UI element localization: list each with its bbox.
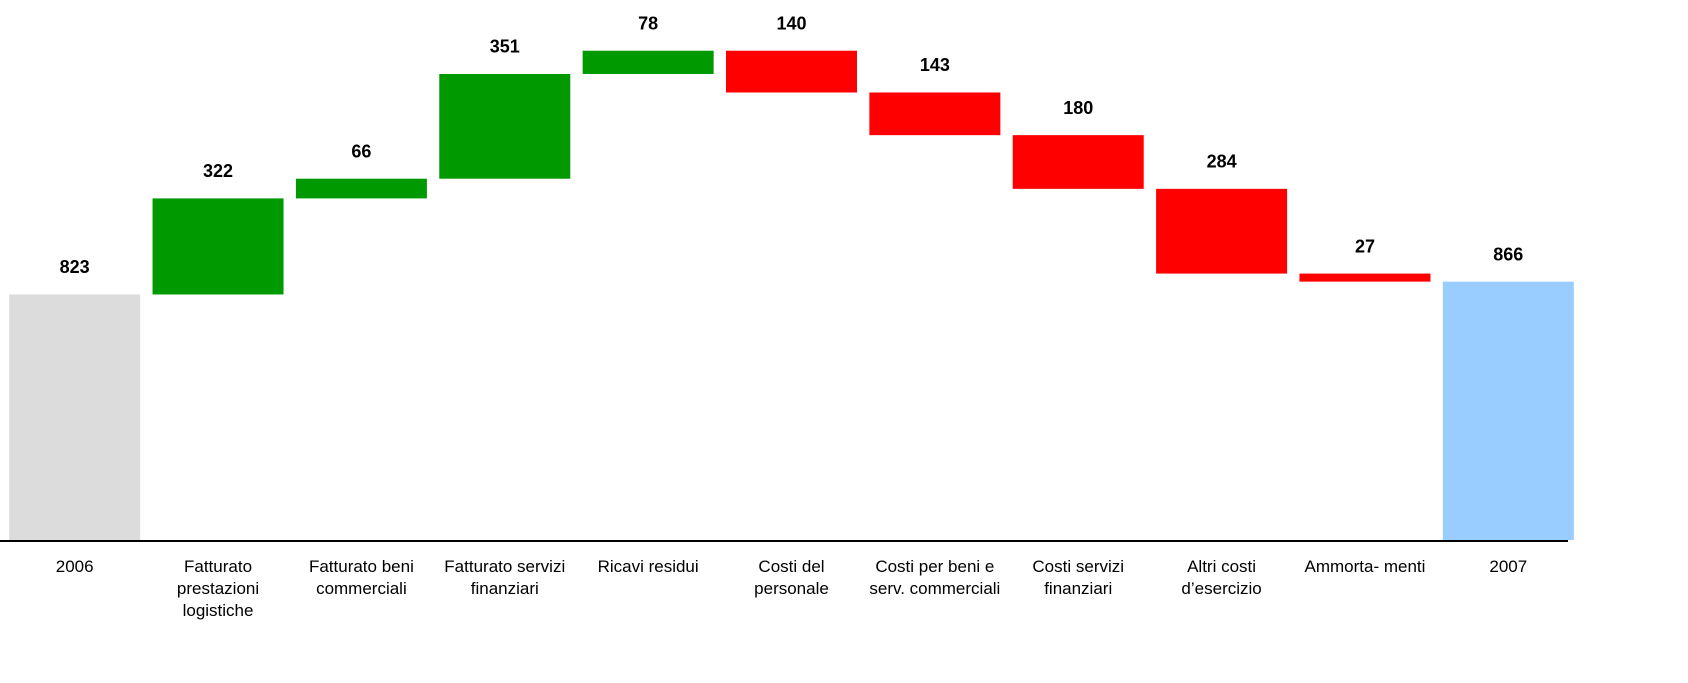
value-label: 78 <box>638 13 658 33</box>
category-label: Costi del personale <box>754 557 829 598</box>
bar <box>295 178 427 199</box>
category-label: Costi per beni e serv. commerciali <box>869 557 1001 598</box>
value-label: 866 <box>1493 244 1523 264</box>
category-label: 2006 <box>55 557 94 576</box>
bar <box>726 50 857 93</box>
value-label: 66 <box>351 141 371 161</box>
category-label: Ammorta- menti <box>1304 557 1426 576</box>
value-label: 322 <box>203 161 233 181</box>
bar <box>1012 135 1144 189</box>
bar <box>9 294 141 540</box>
bar <box>1442 281 1574 540</box>
category-label: Fatturato beni commerciali <box>308 557 414 598</box>
bar <box>582 50 714 74</box>
bar <box>1299 273 1431 282</box>
category-label: 2007 <box>1489 557 1528 576</box>
category-label: Costi servizi finanziari <box>1032 557 1125 598</box>
value-label: 823 <box>60 257 90 277</box>
category-label: Ricavi residui <box>597 557 699 576</box>
category-label: Fatturato prestazioni logistiche <box>176 557 260 620</box>
value-label: 284 <box>1207 152 1237 172</box>
category-label: Altri costi d’esercizio <box>1181 557 1262 598</box>
bar <box>869 92 1001 136</box>
category-label: Fatturato servizi finanziari <box>444 557 566 598</box>
value-label: 140 <box>776 13 806 33</box>
bar <box>1156 188 1288 274</box>
value-label: 180 <box>1063 98 1093 118</box>
bar <box>152 198 284 295</box>
value-label: 27 <box>1355 236 1375 256</box>
bar <box>439 73 571 179</box>
value-label: 143 <box>920 55 950 75</box>
value-label: 351 <box>490 37 520 57</box>
